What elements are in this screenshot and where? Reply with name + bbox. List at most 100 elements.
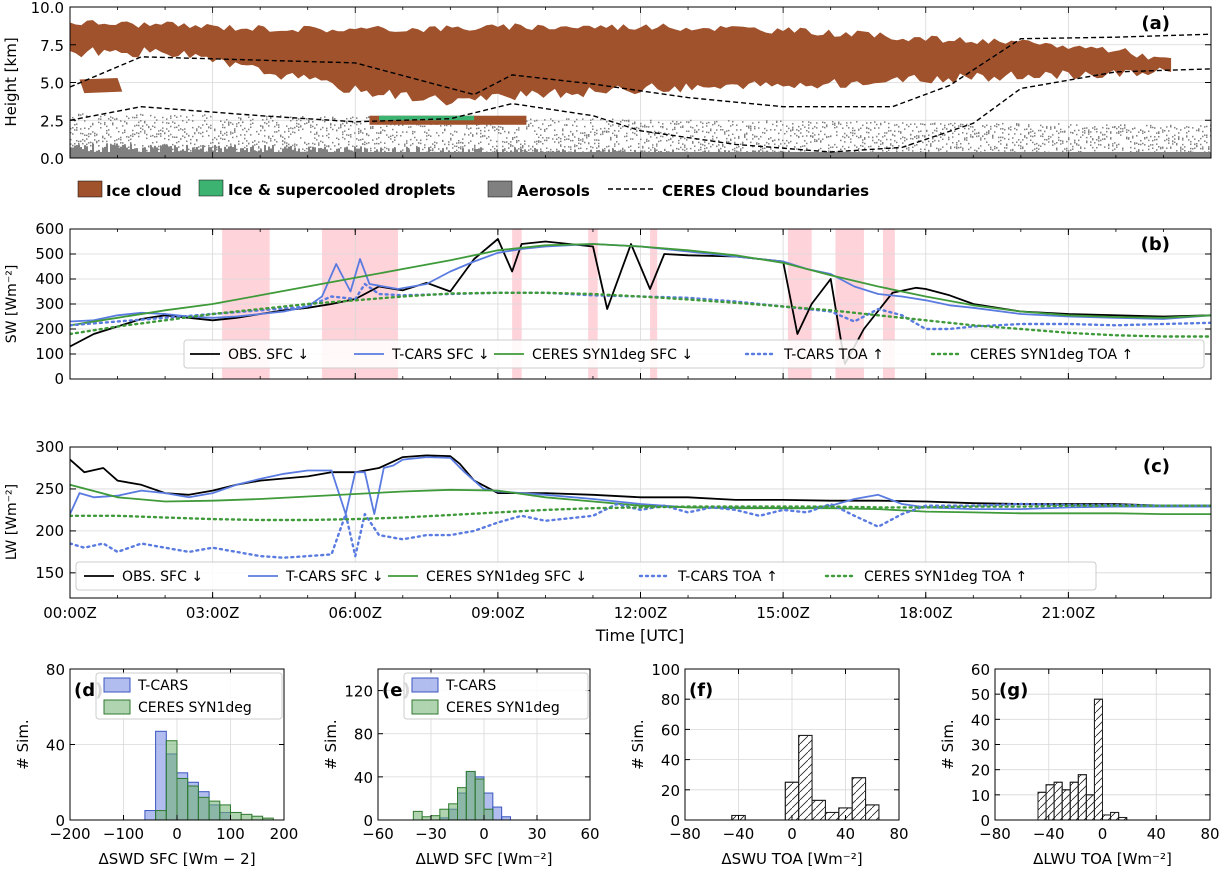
aerosol-column [478,148,480,158]
aerosol-column [1192,151,1194,158]
aerosol-speck [670,137,672,140]
aerosol-speck [492,126,494,128]
aerosol-speck [378,132,380,134]
aerosol-speck [660,135,662,138]
aerosol-speck [384,142,386,144]
aerosol-speck [680,146,682,149]
aerosol-speck [974,149,976,152]
aerosol-speck [560,144,562,146]
aerosol-column [332,151,334,158]
aerosol-speck [620,149,622,152]
aerosol-speck [1136,150,1138,153]
aerosol-speck [176,141,178,144]
aerosol-speck [970,134,972,136]
aerosol-speck [820,147,822,150]
aerosol-speck [208,126,210,128]
aerosol-speck [672,120,674,123]
aerosol-speck [158,145,160,148]
aerosol-speck [1170,147,1172,149]
aerosol-column [82,149,84,158]
aerosol-speck [766,121,768,124]
aerosol-speck [78,140,80,143]
aerosol-speck [986,141,988,143]
aerosol-speck [742,142,744,144]
aerosol-speck [282,143,284,146]
aerosol-speck [564,138,566,141]
panel-c-ylabel: LW [Wm⁻²] [4,484,20,560]
aerosol-speck [1184,150,1186,152]
aerosol-column [132,148,134,158]
aerosol-speck [206,130,208,132]
aerosol-column [222,151,224,158]
aerosol-speck [682,148,684,151]
aerosol-speck [284,131,286,133]
aerosol-speck [710,129,712,132]
aerosol-speck [300,125,302,128]
aerosol-speck [1018,144,1020,147]
aerosol-column [702,151,704,158]
aerosol-column [750,151,752,158]
aerosol-speck [1052,141,1054,143]
aerosol-speck [750,129,752,131]
aerosol-speck [348,143,350,146]
y-tick-label: 60 [661,721,680,739]
aerosol-speck [1134,147,1136,150]
aerosol-column [214,144,216,158]
aerosol-column [660,150,662,158]
aerosol-speck [1002,132,1004,134]
aerosol-column [384,151,386,158]
aerosol-speck [158,148,160,151]
aerosol-speck [876,135,878,138]
aerosol-speck [390,135,392,137]
histogram-bar [483,808,494,821]
aerosol-speck [958,140,960,142]
aerosol-column [1112,151,1114,158]
aerosol-speck [968,148,970,151]
aerosol-speck [1178,138,1180,141]
aerosol-column [352,151,354,158]
aerosol-column [716,151,718,158]
aerosol-column [482,151,484,158]
aerosol-column [1168,151,1170,158]
aerosol-speck [550,124,552,126]
aerosol-speck [1150,144,1152,146]
aerosol-speck [232,132,234,134]
aerosol-speck [626,139,628,142]
aerosol-speck [570,148,572,151]
histogram-bar [165,740,178,821]
aerosol-column [1010,151,1012,158]
aerosol-speck [718,124,720,127]
aerosol-column [1138,151,1140,158]
aerosol-speck [398,124,400,126]
aerosol-speck [136,114,138,117]
aerosol-speck [966,139,968,141]
aerosol-speck [1046,127,1048,129]
aerosol-speck [656,145,658,147]
aerosol-speck [768,138,770,140]
aerosol-speck [554,121,556,124]
aerosol-speck [914,144,916,147]
aerosol-speck [1086,140,1088,142]
aerosol-speck [332,118,334,120]
aerosol-speck [1118,130,1120,133]
aerosol-speck [1168,142,1170,144]
aerosol-speck [350,124,352,127]
aerosol-speck [996,147,998,149]
y-tick-label: 40 [971,711,990,729]
aerosol-speck [266,122,268,125]
aerosol-speck [1204,126,1206,128]
aerosol-speck [930,123,932,125]
aerosol-speck [140,113,142,116]
aerosol-speck [406,142,408,144]
aerosol-speck [1138,143,1140,146]
aerosol-speck [590,122,592,124]
aerosol-speck [884,135,886,137]
aerosol-column [870,151,872,158]
y-tick-label: 2.5 [40,112,64,130]
aerosol-speck [100,122,102,125]
aerosol-speck [994,147,996,150]
aerosol-speck [542,123,544,125]
aerosol-speck [516,139,518,142]
aerosol-speck [88,142,90,144]
aerosol-speck [688,130,690,133]
